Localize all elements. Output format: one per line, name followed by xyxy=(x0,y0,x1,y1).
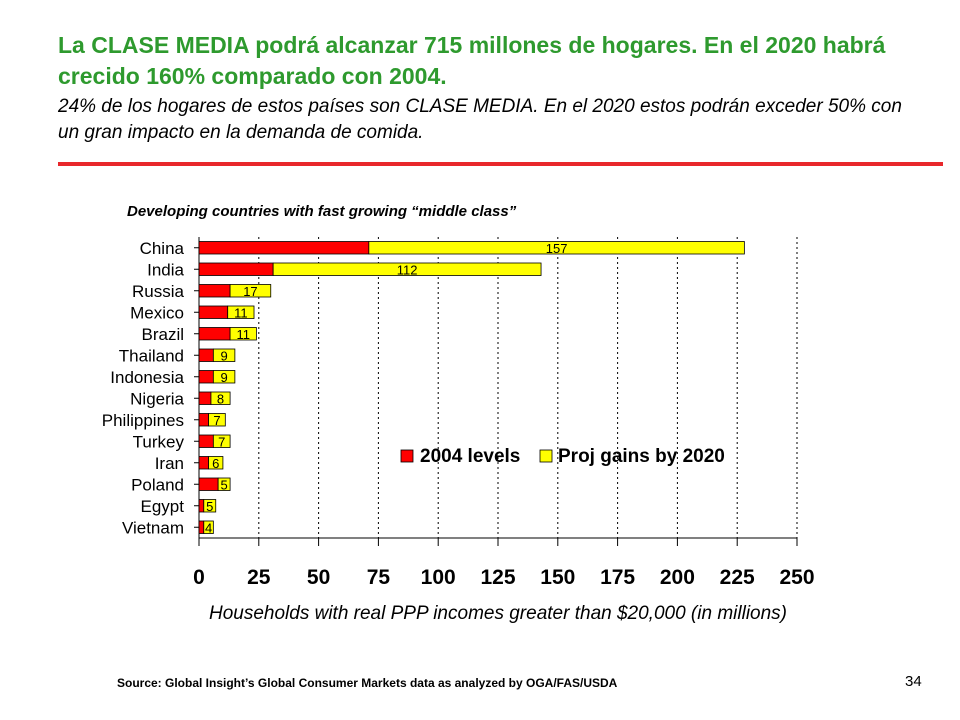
bar-proj-gain xyxy=(368,241,745,255)
x-axis-title: Households with real PPP incomes greater… xyxy=(209,603,787,624)
data-label: 7 xyxy=(213,413,220,428)
data-label: 157 xyxy=(546,241,568,256)
chart-title: Developing countries with fast growing “… xyxy=(127,203,517,220)
legend-label-proj: Proj gains by 2020 xyxy=(558,446,725,467)
category-label: Iran xyxy=(155,454,184,473)
bar-2004 xyxy=(198,434,214,448)
bar-proj-gain xyxy=(229,284,272,298)
x-tick-label: 25 xyxy=(247,566,271,589)
legend-label-2004: 2004 levels xyxy=(420,446,520,467)
bar-proj-gain xyxy=(272,262,542,276)
bar-proj-gain xyxy=(212,348,236,362)
x-tick-label: 200 xyxy=(660,566,695,589)
bar-proj-gain xyxy=(208,456,224,470)
category-label: Poland xyxy=(131,475,184,494)
bar-2004 xyxy=(198,413,209,427)
data-label: 112 xyxy=(397,262,418,277)
category-label: India xyxy=(147,260,184,279)
x-tick-label: 100 xyxy=(421,566,456,589)
page-number: 34 xyxy=(905,673,922,690)
data-label: 5 xyxy=(206,499,213,514)
bar-proj-gain xyxy=(212,370,236,384)
legend-swatch-2004 xyxy=(400,449,414,463)
bar-2004 xyxy=(198,262,274,276)
data-label: 8 xyxy=(217,391,224,406)
bar-proj-gain xyxy=(227,305,255,319)
category-label: Russia xyxy=(132,282,185,301)
data-label: 9 xyxy=(220,348,227,363)
category-label: Philippines xyxy=(102,411,184,430)
bar-2004 xyxy=(198,241,370,255)
bar-2004 xyxy=(198,520,205,534)
x-tick-label: 175 xyxy=(600,566,635,589)
data-label: 11 xyxy=(237,327,251,342)
x-tick-label: 0 xyxy=(193,566,205,589)
data-label: 7 xyxy=(218,434,225,449)
slide-subtitle: 24% de los hogares de estos países son C… xyxy=(58,96,902,143)
data-label: 9 xyxy=(220,370,227,385)
bar-proj-gain xyxy=(210,391,231,405)
legend-swatch-proj xyxy=(539,449,553,463)
slide-title: La CLASE MEDIA podrá alcanzar 715 millon… xyxy=(58,32,886,89)
bar-2004 xyxy=(198,284,231,298)
x-tick-label: 125 xyxy=(480,566,515,589)
x-tick-label: 75 xyxy=(367,566,391,589)
category-label: Indonesia xyxy=(110,368,184,387)
bar-proj-gain xyxy=(203,520,214,534)
data-label: 4 xyxy=(205,520,212,535)
data-label: 17 xyxy=(243,284,257,299)
bar-proj-gain xyxy=(217,477,231,491)
x-tick-label: 150 xyxy=(540,566,575,589)
bar-2004 xyxy=(198,348,214,362)
bar-2004 xyxy=(198,327,231,341)
bar-proj-gain xyxy=(203,499,217,513)
bar-2004 xyxy=(198,391,212,405)
x-tick-label: 50 xyxy=(307,566,330,589)
source-note: Source: Global Insight’s Global Consumer… xyxy=(117,676,618,690)
slide-header: La CLASE MEDIA podrá alcanzar 715 millon… xyxy=(58,30,918,146)
bar-2004 xyxy=(198,456,209,470)
category-label: Vietnam xyxy=(122,518,184,537)
data-label: 6 xyxy=(212,456,219,471)
category-label: China xyxy=(140,239,185,258)
data-label: 5 xyxy=(220,477,227,492)
category-label: Turkey xyxy=(133,432,185,451)
bar-2004 xyxy=(198,477,219,491)
bar-proj-gain xyxy=(208,413,226,427)
bar-2004 xyxy=(198,370,214,384)
category-label: Mexico xyxy=(130,303,184,322)
category-label: Brazil xyxy=(141,325,184,344)
category-label: Egypt xyxy=(141,497,185,516)
bar-2004 xyxy=(198,305,229,319)
title-divider xyxy=(58,162,943,166)
bar-proj-gain xyxy=(229,327,257,341)
bar-proj-gain xyxy=(212,434,231,448)
bar-2004 xyxy=(198,499,205,513)
category-label: Nigeria xyxy=(130,389,184,408)
x-tick-label: 250 xyxy=(779,566,814,589)
data-label: 11 xyxy=(234,305,248,320)
x-tick-label: 225 xyxy=(720,566,755,589)
category-label: Thailand xyxy=(119,346,184,365)
